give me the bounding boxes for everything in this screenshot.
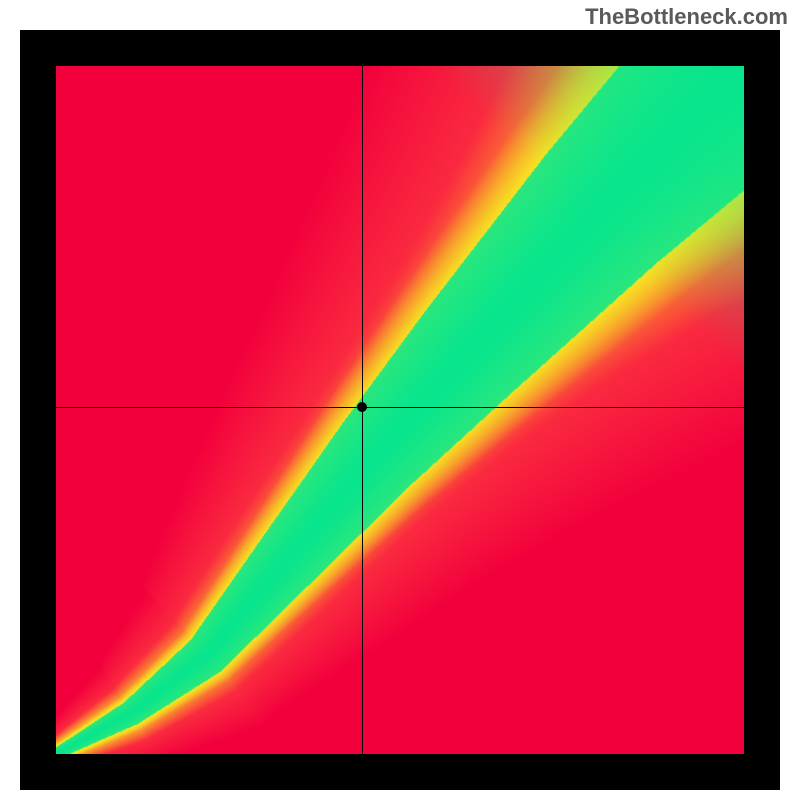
bottleneck-heatmap (56, 66, 744, 754)
watermark-text: TheBottleneck.com (585, 4, 788, 30)
crosshair-marker-dot (357, 402, 367, 412)
crosshair-horizontal (56, 407, 744, 408)
plot-outer-frame (20, 30, 780, 790)
chart-container: TheBottleneck.com (0, 0, 800, 800)
